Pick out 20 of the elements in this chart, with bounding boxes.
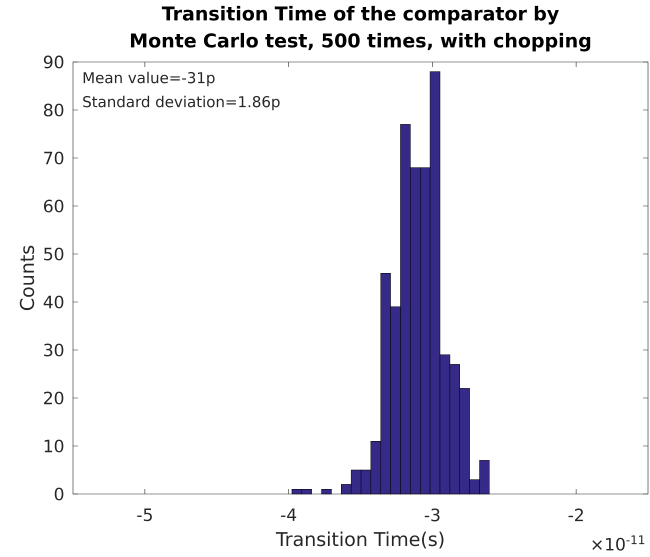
- x-tick-label: -4: [280, 508, 296, 521]
- text: ×10$^{-11}$: [592, 535, 644, 551]
- x-tick-label: -5: [137, 508, 152, 522]
- x-tick-label: -3: [424, 508, 440, 522]
- y-tick-label: 20: [44, 392, 64, 404]
- y-tick-label: 30: [44, 344, 64, 356]
- chart-title: Transition Time of the comparator by Monte Carlo test, 500 times, with chopping: [130, 6, 590, 52]
- y-tick-label: 50: [44, 248, 64, 260]
- x-tick-label: -2: [568, 508, 583, 522]
- y-tick-label: 0: [54, 488, 64, 500]
- y-tick-label: 60: [44, 200, 64, 212]
- y-axis-title: Counts: [20, 246, 34, 310]
- y-tick-label: 10: [44, 440, 64, 452]
- y-tick-label: 90: [44, 56, 64, 68]
- y-tick-label: 80: [44, 104, 64, 116]
- y-tick-label: 70: [44, 152, 64, 164]
- x-axis-title: Transition Time(s): [276, 532, 444, 548]
- annotation: Standard deviation=1.86p: [83, 96, 280, 110]
- annotation: Mean value=-31p: [84, 72, 215, 86]
- y-tick-label: 40: [44, 296, 64, 308]
